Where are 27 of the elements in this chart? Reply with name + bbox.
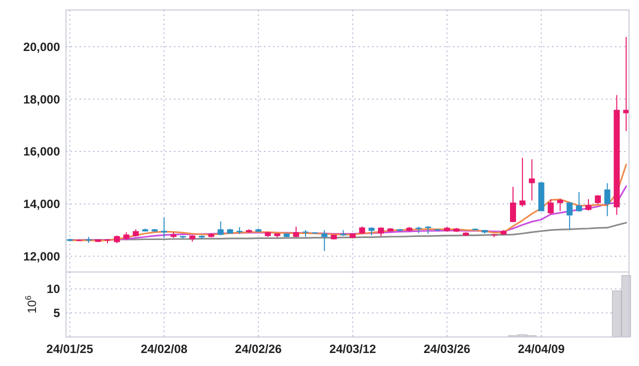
y-tick-label: 14,000 [23, 197, 60, 212]
candlestick [557, 198, 564, 212]
x-tick-label: 24/04/09 [518, 342, 565, 356]
candlestick [161, 217, 168, 238]
x-tick-label: 24/03/12 [329, 342, 376, 356]
y-tick-label: 12,000 [23, 249, 60, 264]
candlestick [604, 182, 610, 217]
candlestick [321, 230, 328, 252]
x-tick-label: 24/02/08 [140, 342, 188, 356]
candlestick [218, 220, 224, 236]
candlestick [585, 198, 592, 212]
line-series [68, 186, 627, 241]
y-tick-label: 5 [53, 306, 60, 320]
x-tick-label: 24/01/25 [46, 342, 94, 356]
candlestick [548, 198, 554, 215]
y-tick-label: 20,000 [23, 40, 60, 54]
x-tick-label: 24/02/26 [235, 342, 282, 356]
y-tick-label: 16,000 [23, 144, 60, 159]
candlestick [528, 158, 535, 201]
y-tick-label: 18,000 [23, 92, 60, 106]
candlestick [566, 202, 573, 230]
x-tick-label: 24/03/26 [424, 342, 471, 356]
y-tick-label: 10 [46, 282, 60, 296]
candlestick [576, 192, 582, 212]
candlestick [378, 226, 384, 237]
candlestick [519, 157, 526, 208]
candlestick [510, 186, 516, 223]
